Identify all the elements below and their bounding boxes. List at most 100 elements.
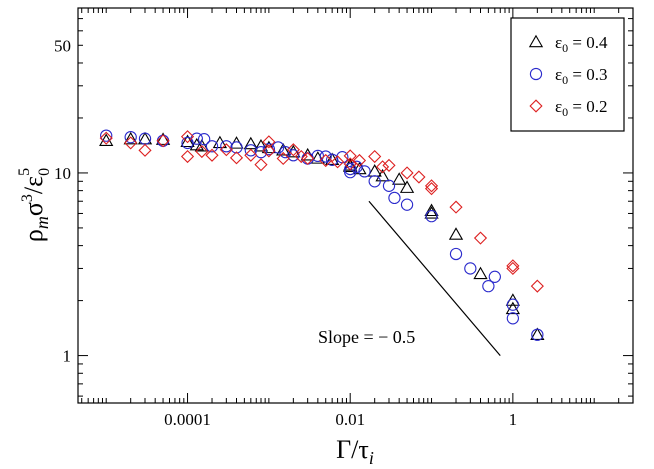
data-point-diamond	[506, 259, 520, 273]
y-axis-title-sup1: 3	[19, 194, 36, 202]
legend-marker-circle	[529, 67, 543, 81]
legend-label-sub: 0	[562, 105, 568, 119]
axis-ticks	[78, 7, 634, 403]
legend-label-sub: 0	[562, 73, 568, 87]
data-point-circle	[301, 152, 314, 165]
data-point-diamond	[331, 155, 345, 169]
legend: ε0 = 0.4ε0 = 0.3ε0 = 0.2	[510, 17, 625, 132]
data-point-diamond	[156, 134, 170, 148]
data-point-triangle	[448, 227, 464, 240]
legend-label-value: = 0.2	[568, 97, 607, 116]
legend-label-prefix: ε	[555, 33, 562, 52]
data-point-diamond	[400, 166, 414, 180]
data-point-diamond	[262, 135, 276, 149]
data-point-triangle	[530, 327, 545, 340]
x-tick-label: 0.0001	[164, 410, 211, 429]
data-point-diamond	[382, 158, 396, 172]
data-point-circle	[368, 175, 381, 188]
data-point-diamond	[343, 157, 357, 171]
data-point-diamond	[449, 200, 463, 214]
data-point-circle	[287, 149, 300, 162]
data-point-circle	[138, 132, 152, 145]
legend-box	[510, 17, 625, 132]
data-point-circle	[425, 209, 438, 223]
data-point-triangle	[473, 266, 488, 280]
data-point-circle	[488, 270, 501, 283]
tick-labels: 0.0001 0.01 1 1 10 50	[54, 36, 517, 429]
data-point-diamond	[352, 153, 367, 168]
y-tick-label: 50	[54, 36, 71, 55]
data-point-diamond	[286, 143, 300, 157]
data-points	[99, 129, 545, 341]
data-point-diamond	[368, 149, 382, 164]
data-point-circle	[482, 279, 495, 293]
data-point-triangle	[310, 151, 325, 164]
y-tick-label: 10	[54, 164, 71, 183]
data-point-circle	[244, 144, 257, 157]
data-point-circle	[449, 247, 463, 261]
data-point-diamond	[530, 279, 544, 293]
data-point-circle	[319, 150, 332, 163]
data-point-circle	[400, 198, 414, 211]
x-tick-label: 0.01	[335, 410, 365, 429]
data-point-circle	[205, 140, 219, 153]
data-point-circle	[464, 262, 477, 275]
data-point-diamond	[124, 136, 138, 150]
legend-label-sub: 0	[562, 41, 568, 55]
data-point-diamond	[262, 144, 276, 158]
data-point-diamond	[254, 158, 268, 172]
data-point-diamond	[180, 149, 195, 164]
data-point-circle	[506, 312, 520, 325]
y-axis-title-main: ρ	[19, 229, 48, 242]
data-point-diamond	[473, 231, 488, 245]
y-tick-label: 1	[63, 347, 72, 366]
data-point-diamond	[180, 130, 195, 144]
x-tick-label: 1	[509, 410, 518, 429]
data-point-circle	[344, 162, 357, 176]
data-point-triangle	[375, 168, 390, 182]
data-point-triangle	[424, 206, 439, 219]
legend-label: ε0 = 0.2	[555, 97, 607, 119]
x-axis-title: Γ/τi	[336, 435, 374, 468]
data-point-circle	[124, 131, 137, 144]
data-point-triangle	[399, 180, 415, 193]
data-point-circle	[311, 149, 324, 163]
data-point-circle	[100, 129, 113, 142]
data-point-diamond	[99, 131, 113, 145]
y-axis-title-sub: m	[32, 216, 52, 229]
data-point-diamond	[229, 151, 244, 165]
data-point-triangle	[123, 131, 138, 145]
data-point-diamond	[319, 153, 333, 168]
data-point-circle	[388, 191, 401, 205]
data-point-triangle	[424, 203, 439, 217]
data-point-circle	[279, 145, 292, 159]
data-point-triangle	[155, 132, 171, 145]
slope-annotation: Slope = − 0.5	[318, 327, 415, 347]
data-point-circle	[262, 142, 276, 156]
data-point-circle	[506, 298, 520, 311]
y-axis-title-rest2: /ε	[19, 176, 48, 194]
slope-guide-line	[368, 200, 501, 356]
y-axis-title-rest: σ	[19, 202, 48, 216]
data-point-circle	[358, 165, 371, 178]
legend-label-prefix: ε	[555, 97, 562, 116]
x-axis-title-main: Γ/τ	[336, 435, 369, 464]
legend-label-value: = 0.4	[568, 33, 608, 52]
data-point-circle	[531, 328, 544, 341]
y-axis-title-sup2: 5	[16, 168, 33, 176]
legend-label: ε0 = 0.3	[555, 65, 607, 87]
data-point-diamond	[301, 151, 315, 166]
data-point-triangle	[180, 134, 195, 148]
data-point-circle	[220, 140, 233, 153]
legend-label-value: = 0.3	[568, 65, 607, 84]
plot-frame	[77, 7, 634, 404]
data-point-circle	[382, 179, 396, 192]
legend-label-prefix: ε	[555, 65, 562, 84]
data-point-diamond	[412, 170, 426, 184]
data-point-circle	[197, 133, 211, 146]
legend-marker-triangle	[528, 34, 544, 48]
y-axis-title-sub2: 0	[36, 168, 53, 176]
data-point-diamond	[375, 160, 390, 174]
data-point-diamond	[424, 182, 439, 196]
